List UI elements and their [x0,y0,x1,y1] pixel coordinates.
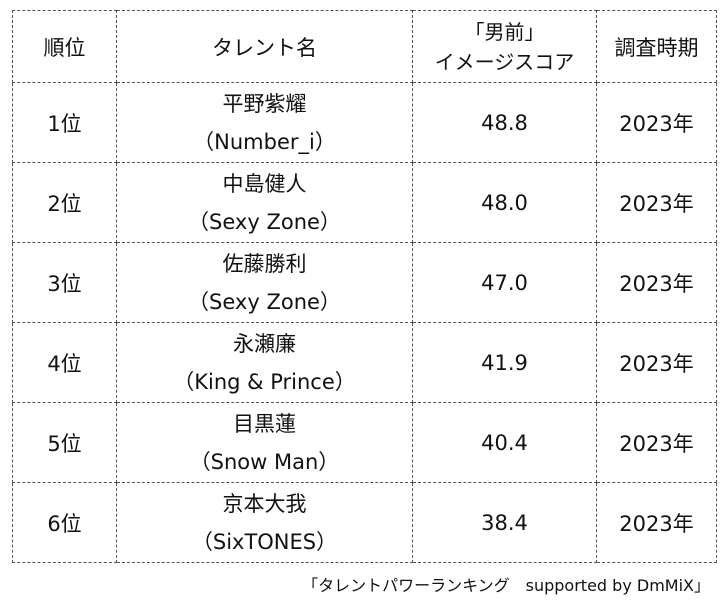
header-score-line1: 「男前」 [464,19,545,44]
table-row: 2位 中島健人 （Sexy Zone） 48.0 2023年 [12,162,717,243]
score-cell: 38.4 [412,482,597,563]
rank-cell: 3位 [12,242,117,323]
talent-name: 目黒蓮 [233,411,296,436]
talent-group: （Sexy Zone） [188,209,341,234]
header-score: 「男前」 イメージスコア [412,10,597,83]
talent-name: 佐藤勝利 [222,251,307,276]
score-cell: 48.8 [412,82,597,163]
talent-name: 京本大我 [222,491,307,516]
talent-cell: 中島健人 （Sexy Zone） [116,162,413,243]
talent-name: 中島健人 [222,171,307,196]
score-cell: 40.4 [412,402,597,483]
rank-cell: 5位 [12,402,117,483]
table-row: 3位 佐藤勝利 （Sexy Zone） 47.0 2023年 [12,242,717,323]
rank-cell: 4位 [12,322,117,403]
period-cell: 2023年 [596,82,717,163]
talent-group: （King & Prince） [173,369,356,394]
talent-name: 永瀬廉 [233,331,296,356]
rank-cell: 2位 [12,162,117,243]
talent-cell: 佐藤勝利 （Sexy Zone） [116,242,413,323]
table-row: 1位 平野紫耀 （Number_i） 48.8 2023年 [12,82,717,163]
talent-cell: 平野紫耀 （Number_i） [116,82,413,163]
header-rank: 順位 [12,10,117,83]
header-row: 順位 タレント名 「男前」 イメージスコア 調査時期 [12,10,717,83]
period-cell: 2023年 [596,322,717,403]
ranking-table: 順位 タレント名 「男前」 イメージスコア 調査時期 1位 平野紫耀 （Numb… [12,10,717,563]
source-note: 「タレントパワーランキング supported by DmMiX」 [302,576,710,595]
period-cell: 2023年 [596,402,717,483]
talent-cell: 永瀬廉 （King & Prince） [116,322,413,403]
score-cell: 41.9 [412,322,597,403]
period-cell: 2023年 [596,482,717,563]
talent-group: （SixTONES） [191,529,338,554]
talent-group: （Snow Man） [189,449,340,474]
table-row: 6位 京本大我 （SixTONES） 38.4 2023年 [12,482,717,563]
period-cell: 2023年 [596,162,717,243]
talent-cell: 目黒蓮 （Snow Man） [116,402,413,483]
header-period: 調査時期 [596,10,717,83]
talent-cell: 京本大我 （SixTONES） [116,482,413,563]
table-row: 5位 目黒蓮 （Snow Man） 40.4 2023年 [12,402,717,483]
rank-cell: 6位 [12,482,117,563]
score-cell: 47.0 [412,242,597,323]
talent-group: （Number_i） [193,129,336,154]
header-score-line2: イメージスコア [434,49,575,74]
score-cell: 48.0 [412,162,597,243]
table-row: 4位 永瀬廉 （King & Prince） 41.9 2023年 [12,322,717,403]
talent-group: （Sexy Zone） [188,289,341,314]
rank-cell: 1位 [12,82,117,163]
period-cell: 2023年 [596,242,717,323]
header-talent: タレント名 [116,10,413,83]
talent-name: 平野紫耀 [222,91,307,116]
